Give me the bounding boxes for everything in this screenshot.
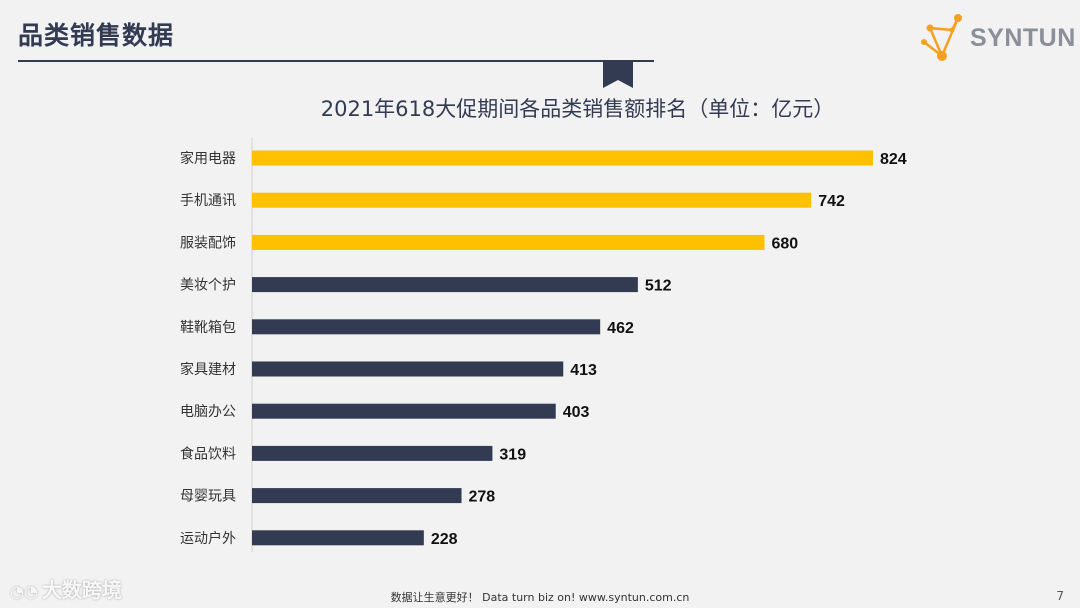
bar bbox=[252, 361, 564, 377]
logo-text: SYNTUN bbox=[970, 24, 1076, 52]
watermark-text: 大数跨境 bbox=[41, 578, 122, 602]
bar bbox=[252, 530, 424, 546]
bar bbox=[252, 445, 493, 461]
category-label: 运动户外 bbox=[180, 530, 236, 547]
bar bbox=[252, 488, 462, 504]
category-label: 家具建材 bbox=[180, 361, 236, 378]
category-label: 家用电器 bbox=[180, 150, 236, 167]
title-divider bbox=[18, 60, 654, 62]
slide-title: 品类销售数据 bbox=[18, 21, 175, 50]
value-label: 228 bbox=[431, 531, 458, 548]
bookmark-icon bbox=[603, 60, 633, 88]
bar bbox=[252, 403, 556, 419]
syntun-logo-icon bbox=[921, 14, 962, 61]
category-label: 鞋靴箱包 bbox=[180, 320, 236, 336]
value-label: 742 bbox=[818, 193, 845, 210]
value-label: 413 bbox=[570, 362, 597, 379]
category-label: 美妆个护 bbox=[180, 278, 236, 294]
category-label: 手机通讯 bbox=[180, 193, 236, 209]
bar bbox=[252, 234, 765, 250]
watermark-logo-icon: ◔◔ bbox=[10, 582, 38, 601]
category-label: 电脑办公 bbox=[180, 404, 236, 420]
bar bbox=[252, 192, 812, 208]
value-label: 462 bbox=[607, 320, 634, 337]
footer-slogan: 数据让生意更好！ Data turn biz on! www.syntun.co… bbox=[390, 591, 690, 604]
bar bbox=[252, 150, 873, 166]
value-label: 824 bbox=[880, 151, 907, 168]
value-label: 512 bbox=[645, 278, 672, 295]
category-label: 母婴玩具 bbox=[180, 489, 236, 505]
watermark: ◔◔ 大数跨境 bbox=[10, 574, 122, 603]
chart-title: 2021年618大促期间各品类销售额排名（单位：亿元） bbox=[320, 97, 835, 121]
value-label: 319 bbox=[499, 446, 526, 463]
value-label: 680 bbox=[771, 235, 798, 252]
bar bbox=[252, 277, 638, 293]
category-label: 食品饮料 bbox=[180, 445, 236, 462]
bar bbox=[252, 319, 601, 335]
value-label: 278 bbox=[469, 489, 496, 506]
value-label: 403 bbox=[563, 404, 590, 421]
page-number: 7 bbox=[1056, 589, 1064, 603]
category-label: 服装配饰 bbox=[180, 235, 236, 251]
